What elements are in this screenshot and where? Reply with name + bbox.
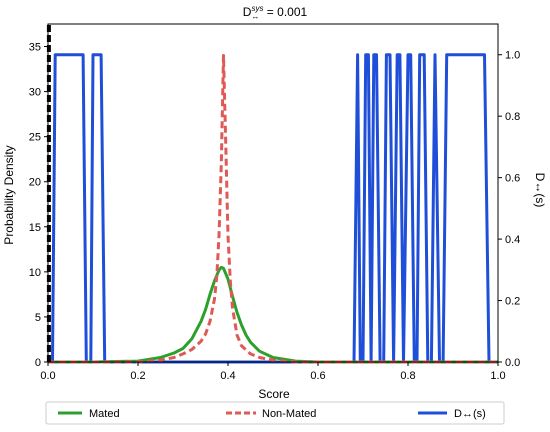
y-right-tick-label: 0.2	[505, 296, 520, 308]
y-right-tick-label: 0.4	[505, 234, 520, 246]
x-tick-label: 0.0	[40, 370, 55, 382]
y-right-tick-label: 0.6	[505, 173, 520, 185]
y-axis-left-label: Probability Density	[2, 145, 16, 244]
y-left-tick-label: 0	[35, 357, 41, 369]
y-right-tick-label: 1.0	[505, 50, 520, 62]
legend-frame	[45, 401, 505, 425]
x-tick-label: 0.6	[310, 370, 325, 382]
y-axis-right: 0.0 0.2 0.4 0.6 0.8 1.0	[498, 50, 520, 369]
x-axis-label: Score	[258, 387, 290, 401]
legend-label-mated: Mated	[89, 408, 120, 420]
y-right-tick-label: 0.0	[505, 357, 520, 369]
legend-label-d: D↔(s)	[454, 408, 486, 420]
x-tick-label: 1.0	[490, 370, 505, 382]
y-axis-right-label: D↔(s)	[533, 173, 547, 208]
series-non-mated-line	[48, 54, 498, 364]
y-left-tick-label: 30	[29, 87, 41, 99]
x-tick-label: 0.4	[220, 370, 235, 382]
series-mated-line	[48, 265, 498, 364]
y-left-tick-label: 5	[35, 312, 41, 324]
plot-frame	[47, 23, 499, 363]
x-axis: 0.0 0.2 0.4 0.6 0.8 1.0	[40, 362, 506, 382]
y-axis-left: 0 5 10 15 20 25 30 35	[29, 42, 48, 369]
series-d-line	[48, 53, 498, 364]
legend-label-non-mated: Non-Mated	[262, 408, 316, 420]
y-right-tick-label: 0.8	[505, 111, 520, 123]
y-left-tick-label: 20	[29, 177, 41, 189]
y-left-tick-label: 15	[29, 222, 41, 234]
y-left-tick-label: 10	[29, 267, 41, 279]
x-tick-label: 0.2	[130, 370, 145, 382]
plot-area	[46, 23, 499, 364]
y-left-tick-label: 35	[29, 42, 41, 54]
chart-title: Dsys ↔ = 0.001	[243, 4, 308, 21]
legend: Mated Non-Mated D↔(s)	[45, 401, 505, 425]
y-left-tick-label: 25	[29, 132, 41, 144]
x-tick-label: 0.8	[400, 370, 415, 382]
